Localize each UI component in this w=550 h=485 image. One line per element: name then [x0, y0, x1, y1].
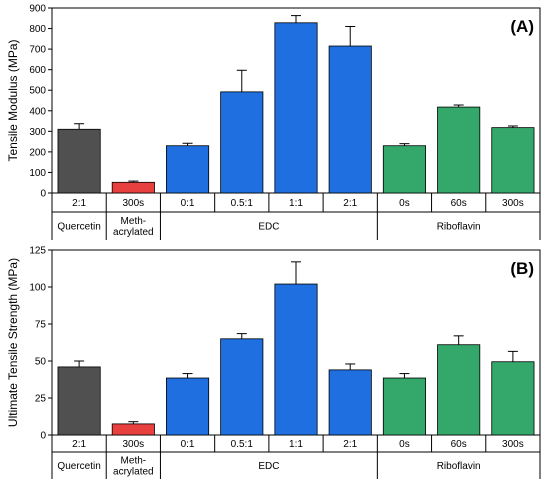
panel-label: (A) [510, 17, 534, 36]
y-tick-label: 100 [29, 168, 46, 179]
group-label: Riboflavin [437, 461, 481, 472]
category-label-7: 0s [399, 439, 410, 450]
bar-3 [166, 377, 210, 436]
group-label: Quercetin [57, 461, 100, 472]
y-axis-label: Tensile Modulus (MPa) [6, 39, 20, 161]
group-label: Meth-acrylated [113, 216, 154, 238]
y-tick-label: 0 [40, 431, 46, 442]
bar-4 [220, 338, 264, 436]
bar-4 [220, 91, 264, 194]
category-label-2: 300s [122, 198, 144, 209]
category-label-4: 0.5:1 [231, 198, 254, 209]
bar-1 [57, 128, 101, 194]
y-tick-label: 100 [29, 283, 46, 294]
bar-7 [382, 377, 426, 436]
category-label-8: 60s [451, 198, 467, 209]
category-label-9: 300s [502, 439, 524, 450]
bar-8 [437, 106, 481, 194]
y-tick-label: 300 [29, 127, 46, 138]
panel-label: (B) [510, 259, 534, 278]
category-label-3: 0:1 [181, 198, 195, 209]
category-label-2: 300s [122, 439, 144, 450]
category-label-7: 0s [399, 198, 410, 209]
bar-1 [57, 366, 101, 436]
bar-2 [111, 423, 155, 436]
y-tick-label: 600 [29, 65, 46, 76]
y-tick-label: 0 [40, 189, 46, 200]
bar-5 [274, 22, 318, 194]
category-label-8: 60s [451, 439, 467, 450]
category-label-9: 300s [502, 198, 524, 209]
category-label-5: 1:1 [289, 439, 303, 450]
category-label-1: 2:1 [72, 439, 86, 450]
bar-5 [274, 283, 318, 436]
group-label: Riboflavin [437, 222, 481, 233]
chart-panel-a: 0 100 200 300 400 500 600 700 800 900 Tensile Modu… [6, 4, 541, 240]
y-tick-label: 700 [29, 45, 46, 56]
bar-6 [328, 45, 372, 194]
bar-3 [166, 145, 210, 194]
bar-9 [491, 127, 535, 194]
y-tick-label: 800 [29, 24, 46, 35]
category-label-4: 0.5:1 [231, 439, 254, 450]
y-tick-label: 125 [29, 246, 46, 257]
group-label: EDC [258, 222, 279, 233]
category-label-6: 2:1 [343, 198, 357, 209]
bar-6 [328, 369, 372, 436]
y-axis-label: Ultimate Tensile Strength (MPa) [6, 258, 20, 427]
y-tick-label: 200 [29, 147, 46, 158]
y-tick-label: 500 [29, 86, 46, 97]
y-tick-label: 400 [29, 106, 46, 117]
y-tick-label: 25 [35, 394, 47, 405]
bar-2 [111, 181, 155, 194]
y-tick-label: 50 [35, 357, 47, 368]
y-tick-label: 900 [29, 4, 46, 15]
category-label-6: 2:1 [343, 439, 357, 450]
category-label-3: 0:1 [181, 439, 195, 450]
group-label: Quercetin [57, 222, 100, 233]
bar-9 [491, 361, 535, 436]
group-label: Meth-acrylated [113, 456, 154, 478]
bar-8 [437, 344, 481, 436]
group-label: EDC [258, 461, 279, 472]
y-tick-label: 75 [35, 320, 47, 331]
bar-7 [382, 145, 426, 194]
category-label-1: 2:1 [72, 198, 86, 209]
category-label-5: 1:1 [289, 198, 303, 209]
chart-panel-b: 0 25 50 75 100 125 Ultimate Tensile Strength (… [6, 246, 541, 479]
